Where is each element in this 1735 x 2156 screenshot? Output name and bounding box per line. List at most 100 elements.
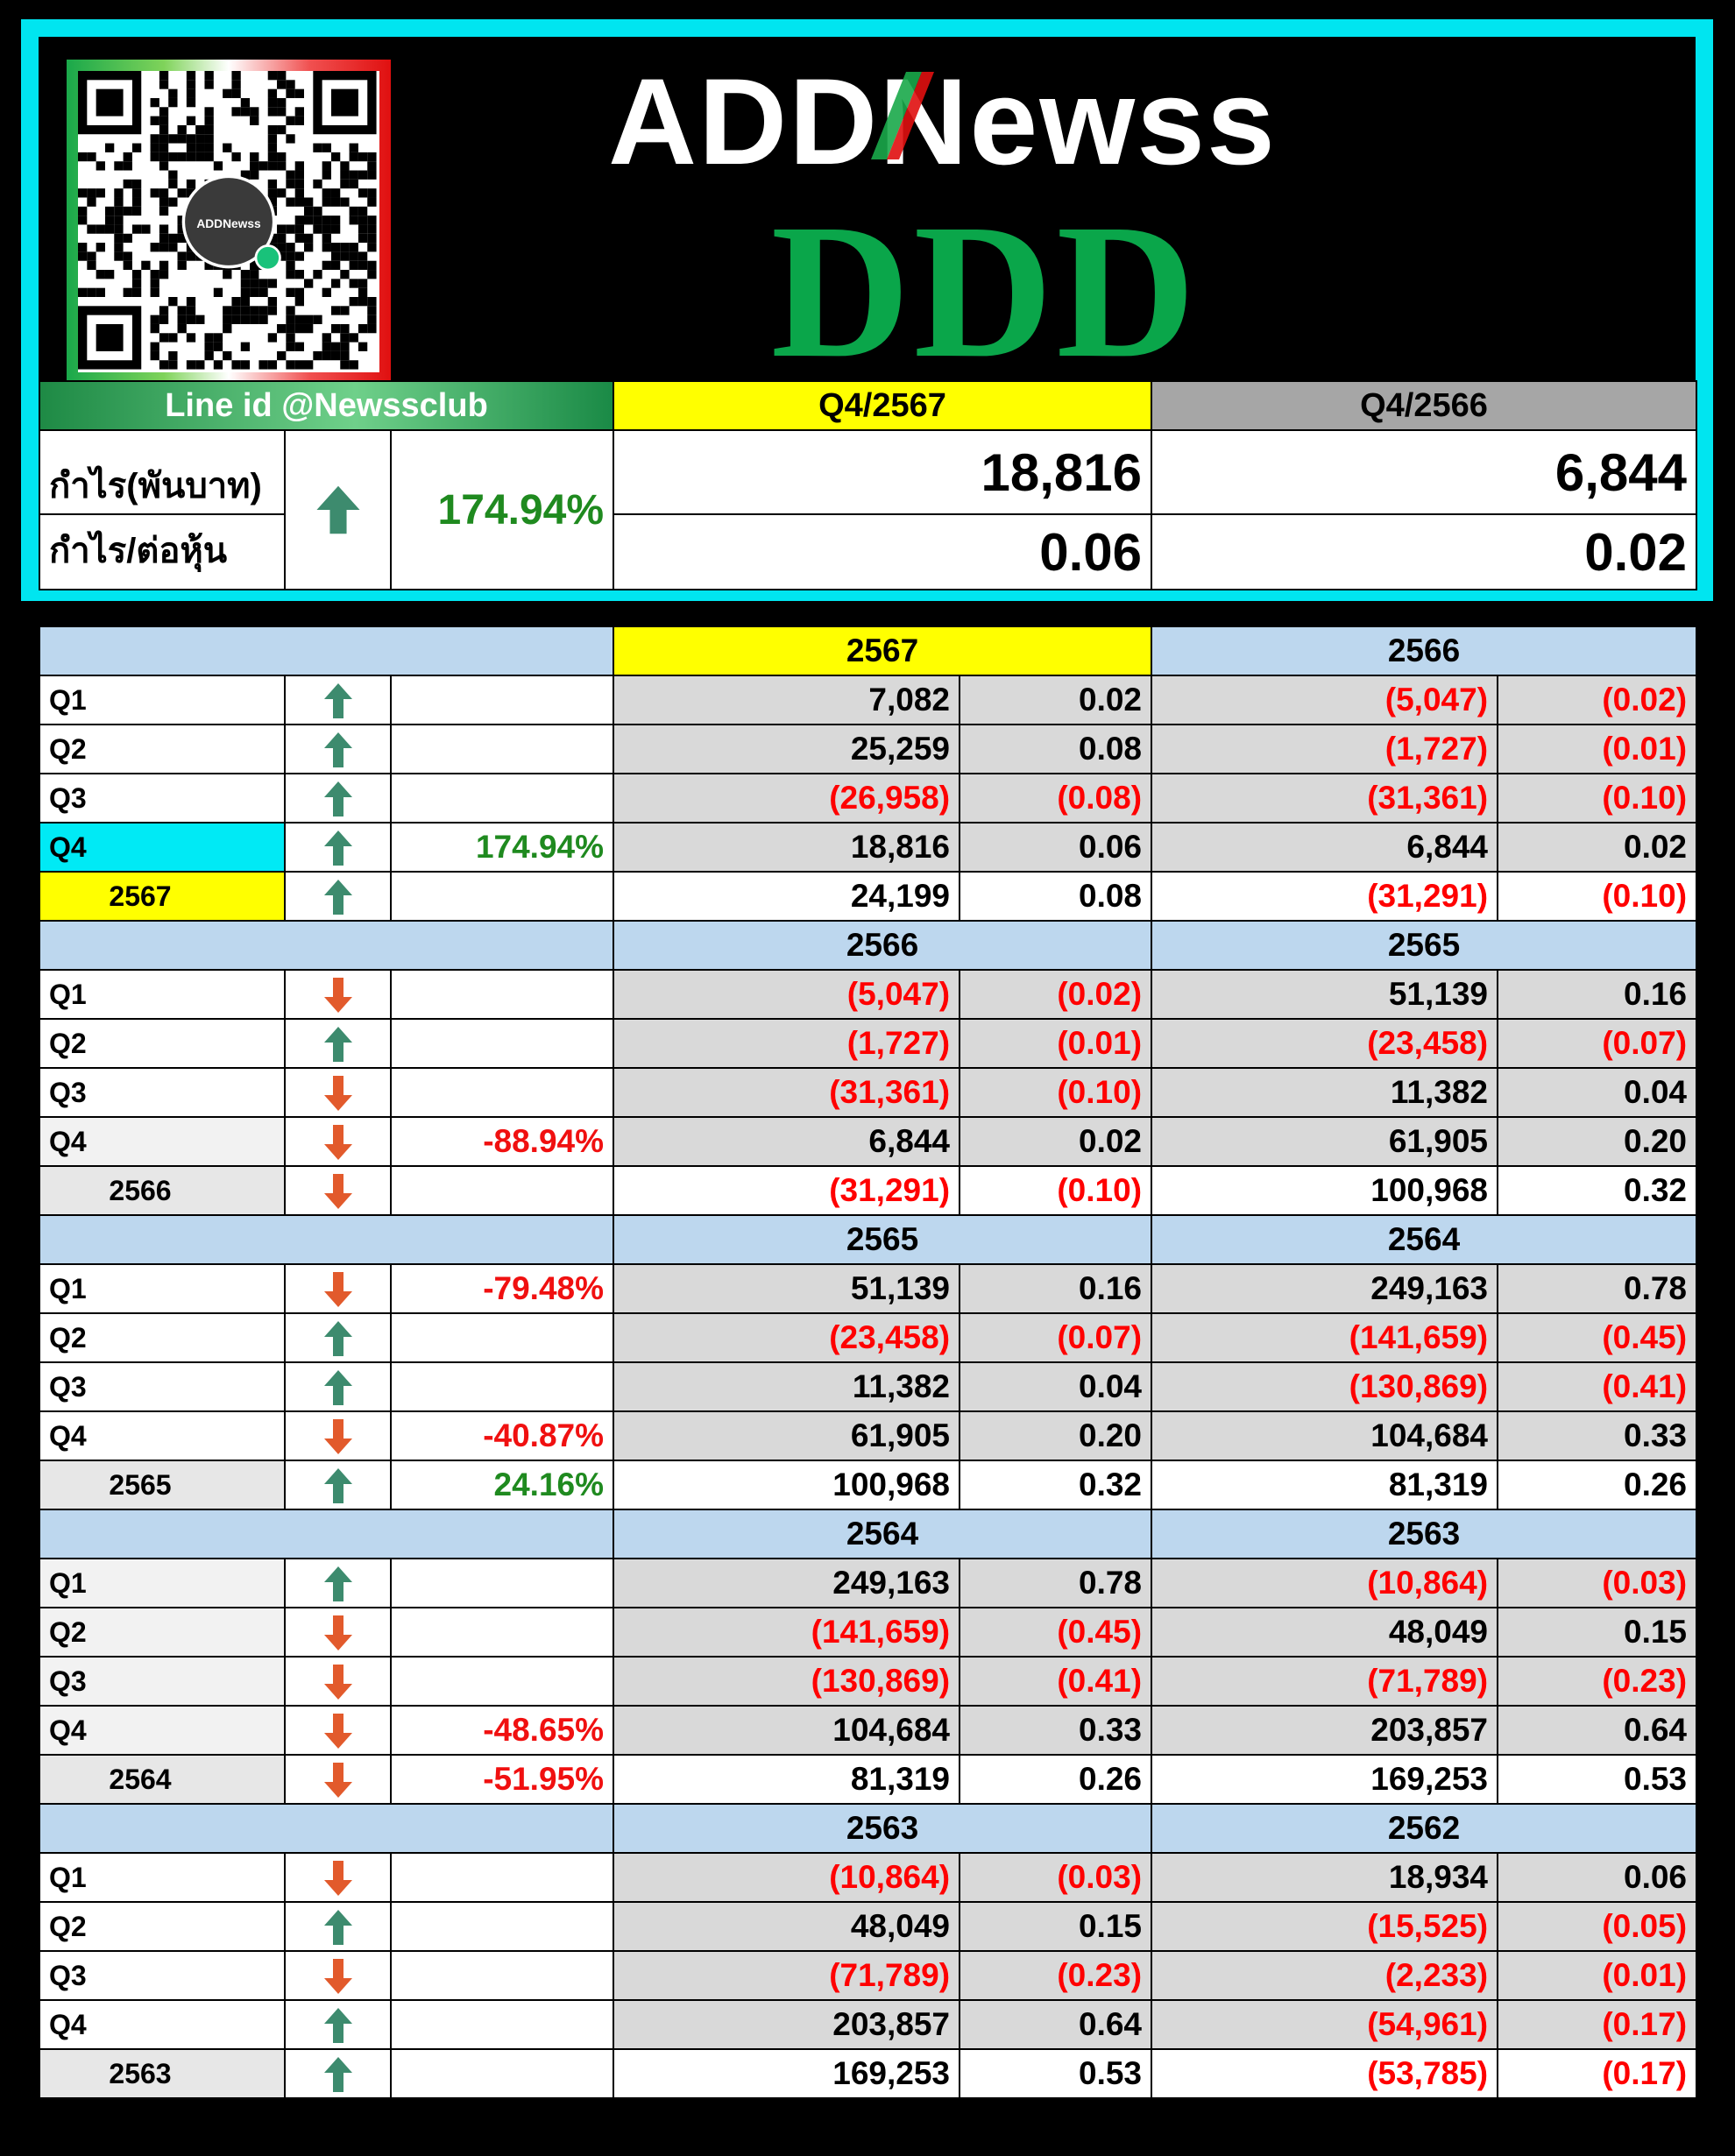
profit-current: (141,659) <box>613 1607 961 1658</box>
change-pct: -88.94% <box>389 1116 615 1167</box>
direction-cell <box>284 1067 392 1118</box>
arrow-up-icon <box>323 2056 352 2092</box>
period-current: Q4/2567 <box>613 380 1153 431</box>
eps-previous: 0.26 <box>1497 1460 1698 1510</box>
profit-current: 18,816 <box>613 822 961 873</box>
eps-current: 0.02 <box>959 675 1153 725</box>
eps-previous: (0.03) <box>1497 1558 1698 1608</box>
arrow-up-icon <box>323 1467 352 1503</box>
profit-current: 48,049 <box>613 1901 961 1952</box>
arrow-down-icon <box>323 1762 352 1798</box>
header-panel: ADDNewss ADDNewss DDD Line id @Newssclub… <box>21 19 1713 601</box>
change-pct: -79.48% <box>389 1263 615 1314</box>
eps-label: กำไร/ต่อหุ้น <box>39 513 286 590</box>
profit-previous: (31,361) <box>1151 773 1499 824</box>
change-pct <box>389 773 615 824</box>
profit-previous: 61,905 <box>1151 1116 1499 1167</box>
profit-current: 61,905 <box>613 1410 961 1461</box>
eps-previous: (0.01) <box>1497 724 1698 774</box>
change-pct: -48.65% <box>389 1705 615 1756</box>
year-total-row: 2565 24.16% 100,968 0.32 81,319 0.26 <box>39 1460 1698 1510</box>
arrow-up-icon <box>323 1909 352 1945</box>
year-total-row: 2564 -51.95% 81,319 0.26 169,253 0.53 <box>39 1754 1698 1805</box>
eps-current: 0.64 <box>959 1999 1153 2050</box>
eps-previous: 0.16 <box>1497 969 1698 1020</box>
eps-current: (0.41) <box>959 1656 1153 1707</box>
eps-previous: 0.06 <box>1497 1852 1698 1903</box>
eps-current: (0.03) <box>959 1852 1153 1903</box>
arrow-down-icon <box>323 1958 352 1994</box>
change-pct <box>389 1018 615 1069</box>
arrow-down-icon <box>323 977 352 1013</box>
year-previous-header: 2562 <box>1151 1803 1698 1854</box>
year-current-header: 2565 <box>613 1214 1153 1265</box>
change-pct <box>389 2048 615 2099</box>
profit-previous: 81,319 <box>1151 1460 1499 1510</box>
eps-previous: 0.15 <box>1497 1607 1698 1658</box>
eps-previous: 0.20 <box>1497 1116 1698 1167</box>
period-label: Q4 <box>39 1999 286 2050</box>
profit-previous: (23,458) <box>1151 1018 1499 1069</box>
qr-code-icon: ADDNewss <box>78 71 379 372</box>
brand-logo: ADDNewss <box>608 54 1277 190</box>
profit-current: (31,291) <box>613 1165 961 1216</box>
eps-current: 0.06 <box>613 513 1153 590</box>
eps-previous: 0.64 <box>1497 1705 1698 1756</box>
eps-current: 0.02 <box>959 1116 1153 1167</box>
direction-cell <box>284 1656 392 1707</box>
profit-current: 51,139 <box>613 1263 961 1314</box>
quarter-row: Q3 (71,789) (0.23) (2,233) (0.01) <box>39 1950 1698 2001</box>
brand-logo-text: ADDNewss <box>608 54 1277 190</box>
quarter-row: Q1 7,082 0.02 (5,047) (0.02) <box>39 675 1698 725</box>
arrow-down-icon <box>323 1615 352 1651</box>
eps-current: 0.20 <box>959 1410 1153 1461</box>
year-header-row: 2565 2564 <box>38 1214 1698 1265</box>
eps-current: 0.78 <box>959 1558 1153 1608</box>
quarter-row: Q4 203,857 0.64 (54,961) (0.17) <box>39 1999 1698 2050</box>
period-label: Q3 <box>39 1950 286 2001</box>
arrow-up-icon <box>323 682 352 718</box>
eps-current: (0.10) <box>959 1067 1153 1118</box>
period-label: Q2 <box>39 1018 286 1069</box>
eps-previous: (0.05) <box>1497 1901 1698 1952</box>
direction-cell <box>284 1263 392 1314</box>
profit-current: 18,816 <box>613 429 1153 515</box>
eps-current: (0.10) <box>959 1165 1153 1216</box>
period-label: Q2 <box>39 1607 286 1658</box>
eps-current: 0.33 <box>959 1705 1153 1756</box>
period-label: Q2 <box>39 1901 286 1952</box>
direction-cell <box>284 871 392 922</box>
direction-cell <box>284 1901 392 1952</box>
qr-code[interactable]: ADDNewss <box>67 60 391 384</box>
profit-previous: (130,869) <box>1151 1361 1499 1412</box>
header-inner: ADDNewss ADDNewss DDD <box>39 37 1696 398</box>
eps-previous: 0.32 <box>1497 1165 1698 1216</box>
period-label: 2564 <box>39 1754 286 1805</box>
quarter-row: Q3 (130,869) (0.41) (71,789) (0.23) <box>39 1656 1698 1707</box>
change-pct <box>389 1950 615 2001</box>
year-header-row: 2566 2565 <box>38 920 1698 971</box>
profit-previous: (53,785) <box>1151 2048 1499 2099</box>
year-header-row: 2564 2563 <box>38 1509 1698 1559</box>
eps-current: 0.06 <box>959 822 1153 873</box>
arrow-up-icon <box>323 879 352 915</box>
arrow-down-icon <box>323 1075 352 1111</box>
arrow-up-icon <box>315 485 360 534</box>
arrow-up-icon <box>323 830 352 866</box>
line-id-label[interactable]: Line id @Newssclub <box>38 380 615 431</box>
change-pct: 174.94% <box>389 429 615 590</box>
direction-cell <box>284 2048 392 2099</box>
header-spacer <box>38 1803 615 1854</box>
direction-cell <box>284 1018 392 1069</box>
eps-current: 0.32 <box>959 1460 1153 1510</box>
period-label: Q2 <box>39 1312 286 1363</box>
quarter-row: Q2 (141,659) (0.45) 48,049 0.15 <box>39 1607 1698 1658</box>
direction-cell <box>284 1558 392 1608</box>
eps-current: 0.15 <box>959 1901 1153 1952</box>
direction-cell <box>284 773 392 824</box>
eps-current: (0.45) <box>959 1607 1153 1658</box>
period-label: Q4 <box>39 1705 286 1756</box>
eps-previous: (0.10) <box>1497 773 1698 824</box>
eps-current: (0.08) <box>959 773 1153 824</box>
qr-center-logo: ADDNewss <box>196 217 261 230</box>
